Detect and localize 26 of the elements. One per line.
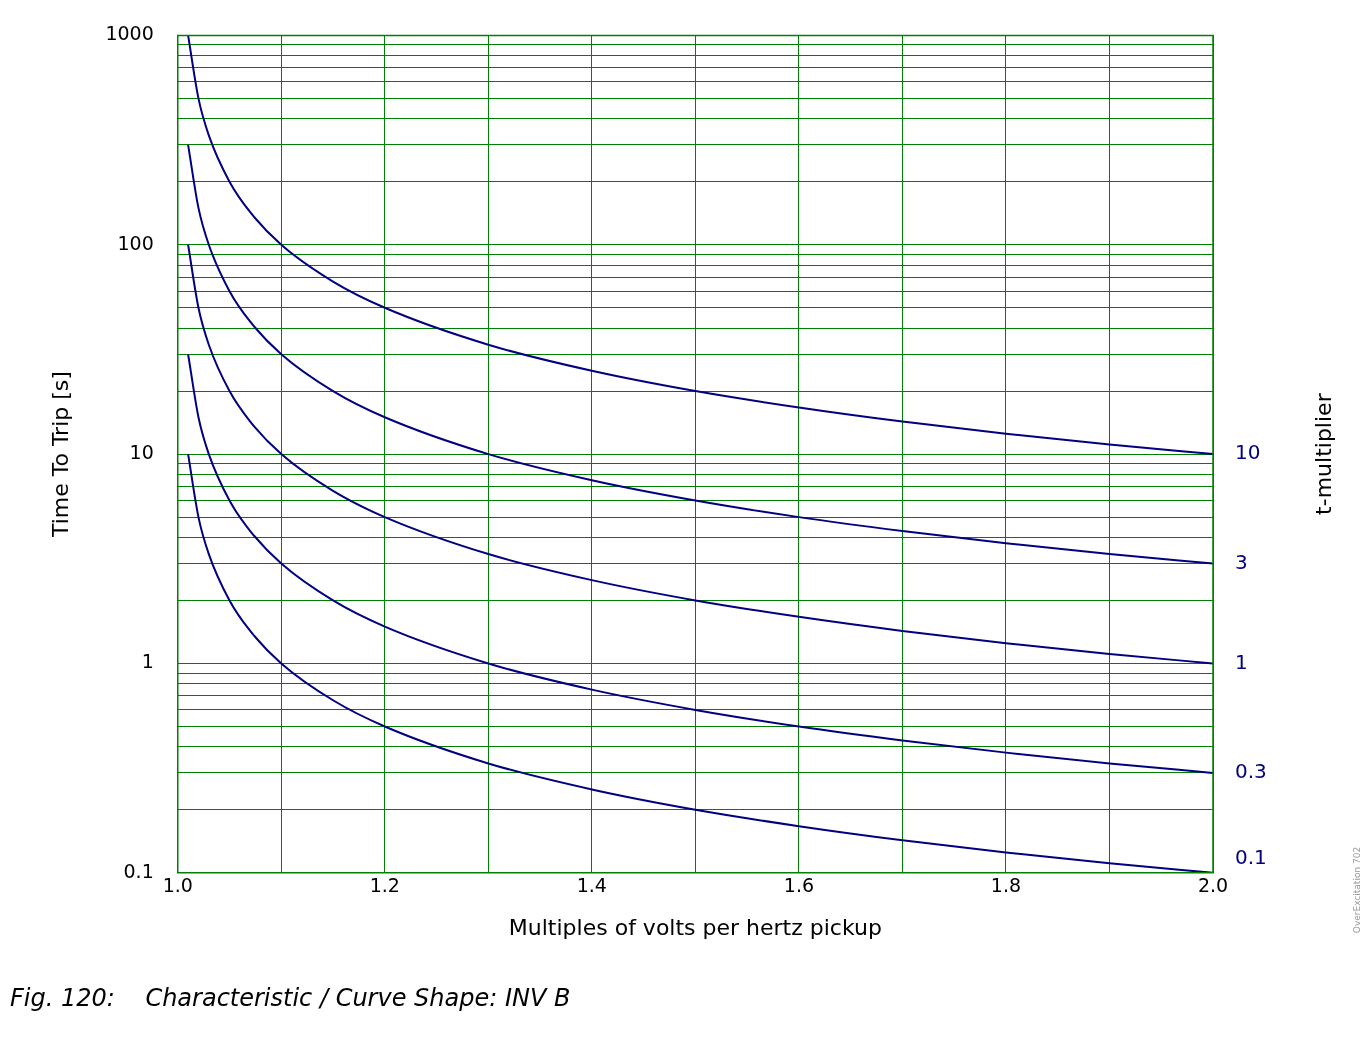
line-series	[187, 243, 1213, 665]
y2-axis-title: t-multiplier	[1310, 392, 1336, 515]
series-label: 0.1	[1235, 845, 1267, 869]
text: OverExcitation 702	[1352, 846, 1363, 934]
series-label: 0.3	[1235, 759, 1267, 784]
series-label: 1	[1235, 649, 1248, 674]
series-label: 3	[1235, 549, 1248, 574]
line-series	[187, 453, 1213, 873]
y-axis-title: Time To Trip [s]	[47, 371, 73, 539]
series-label: 10	[1235, 440, 1261, 465]
x-tick-label: 1.4	[576, 874, 607, 897]
x-tick-label: 2.0	[1197, 874, 1229, 897]
x-tick-label: 1.8	[990, 874, 1022, 897]
y-tick-label: 10	[129, 441, 154, 464]
x-axis-title: Multiples of volts per hertz pickup	[508, 914, 882, 940]
y-tick-label: 1	[141, 650, 154, 673]
x-tick-label: 1.2	[369, 874, 400, 897]
caption: Fig. 120: Characteristic / Curve Shape: INV B	[10, 984, 571, 1013]
line-series	[187, 353, 1213, 774]
y-tick-label: 1000	[105, 22, 154, 45]
x-tick-label: 1.0	[162, 874, 193, 897]
y-tick-label: 0.1	[123, 859, 154, 882]
x-tick-label: 1.6	[783, 874, 815, 897]
line-series	[187, 35, 1213, 456]
line-series	[187, 143, 1213, 565]
y-tick-label: 100	[117, 231, 154, 254]
